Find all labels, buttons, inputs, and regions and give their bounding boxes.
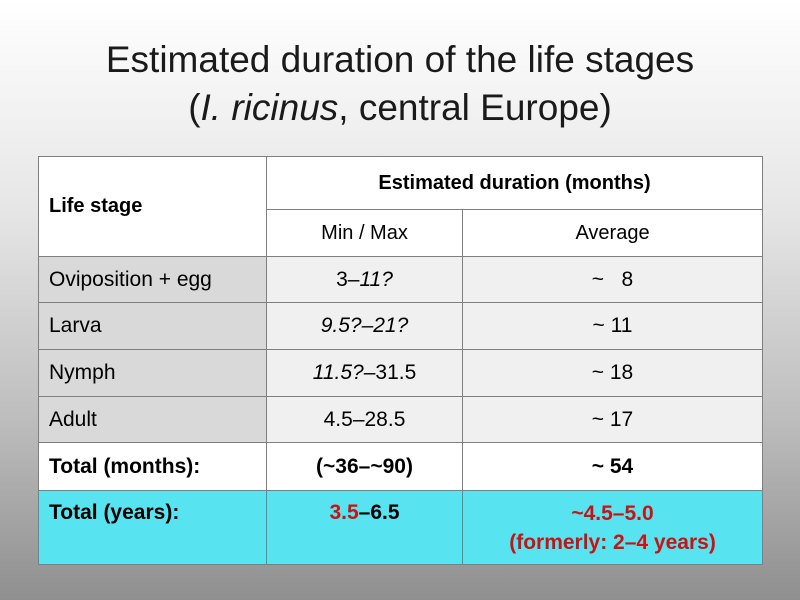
header-average: Average xyxy=(461,209,764,257)
total-months-minmax: (~36–~90) xyxy=(266,442,463,491)
min-value: 11.5? xyxy=(312,361,364,384)
range-separator: – xyxy=(347,267,360,291)
minmax-cell: 11.5?–31.5 xyxy=(266,349,463,397)
average-cell: ~ 8 xyxy=(461,256,764,303)
title-line-1: Estimated duration of the life stages xyxy=(105,39,695,80)
header-life-stage: Life stage xyxy=(38,156,267,257)
average-cell: ~ 17 xyxy=(461,396,764,443)
formerly-note: (formerly: 2–4 years) xyxy=(509,530,716,554)
stage-cell: Oviposition + egg xyxy=(38,256,267,303)
total-months-average: ~ 54 xyxy=(461,442,764,491)
total-years-label: Total (years): xyxy=(38,490,267,565)
total-years-max: –6.5 xyxy=(358,501,400,524)
table-row-total-months: Total (months): (~36–~90) ~ 54 xyxy=(38,442,764,491)
minmax-cell: 3–11? xyxy=(266,256,463,303)
minmax-cell: 4.5–28.5 xyxy=(266,396,463,443)
max-value: 11? xyxy=(359,267,393,291)
stage-cell: Adult xyxy=(38,396,267,443)
stage-cell: Larva xyxy=(38,302,267,350)
total-years-average: ~4.5–5.0 (formerly: 2–4 years) xyxy=(461,490,764,565)
table-row-oviposition: Oviposition + egg 3–11? ~ 8 xyxy=(38,256,764,303)
table-row-total-years: Total (years): 3.5–6.5 ~4.5–5.0 (formerl… xyxy=(38,490,764,565)
total-years-avg-value: ~4.5–5.0 xyxy=(571,501,654,525)
slide-title: Estimated duration of the life stages (I… xyxy=(0,36,800,132)
table-row-larva: Larva 9.5?–21? ~ 11 xyxy=(38,302,764,350)
table-row-adult: Adult 4.5–28.5 ~ 17 xyxy=(38,396,764,443)
max-value: –31.5 xyxy=(363,361,417,384)
header-row-1: Life stage Estimated duration (months) xyxy=(38,156,764,257)
average-cell: ~ 11 xyxy=(461,302,764,350)
title-line-2: (I. ricinus, central Europe) xyxy=(0,84,800,132)
stage-cell: Nymph xyxy=(38,349,267,397)
min-value: 3 xyxy=(336,267,348,291)
total-months-label: Total (months): xyxy=(38,442,267,491)
header-estimated-duration: Estimated duration (months) xyxy=(265,156,764,210)
species-name: I. ricinus xyxy=(200,87,339,128)
header-row-2: Min / Max Average xyxy=(39,209,764,257)
table-row-nymph: Nymph 11.5?–31.5 ~ 18 xyxy=(38,349,764,397)
title-region: , central Europe) xyxy=(338,87,612,128)
life-stage-table: Life stage Estimated duration (months) M… xyxy=(38,156,764,565)
total-years-minmax: 3.5–6.5 xyxy=(266,490,463,565)
header-min-max: Min / Max xyxy=(266,209,463,257)
title-open-paren: ( xyxy=(188,87,201,128)
total-years-min: 3.5 xyxy=(329,501,359,524)
minmax-cell: 9.5?–21? xyxy=(266,302,463,350)
average-cell: ~ 18 xyxy=(461,349,764,397)
